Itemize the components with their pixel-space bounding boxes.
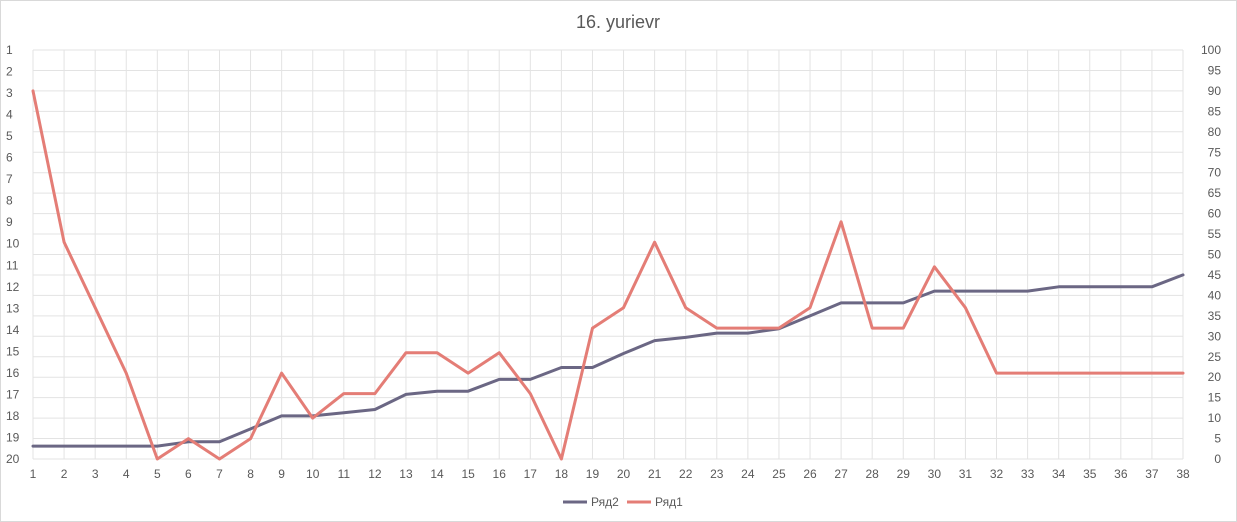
x-axis-tick-label: 34 — [1052, 467, 1066, 481]
right-axis-tick-label: 15 — [1208, 391, 1222, 405]
left-axis-tick-label: 17 — [6, 387, 20, 401]
x-axis-tick-label: 8 — [247, 467, 254, 481]
x-axis-tick-label: 35 — [1083, 467, 1097, 481]
x-axis-tick-label: 24 — [741, 467, 755, 481]
left-axis-tick-label: 3 — [6, 86, 13, 100]
right-axis-tick-label: 55 — [1208, 227, 1222, 241]
left-axis-tick-label: 14 — [6, 323, 20, 337]
x-axis-tick-label: 10 — [306, 467, 320, 481]
left-axis-tick-label: 12 — [6, 280, 20, 294]
right-axis-tick-label: 70 — [1208, 166, 1222, 180]
x-axis-tick-label: 19 — [586, 467, 600, 481]
left-axis-tick-label: 15 — [6, 344, 20, 358]
x-axis-tick-label: 13 — [399, 467, 413, 481]
left-axis-tick-label: 19 — [6, 430, 20, 444]
legend-label-1: Ряд2 — [591, 495, 619, 509]
x-axis-tick-label: 26 — [803, 467, 817, 481]
x-axis-tick-label: 14 — [430, 467, 444, 481]
x-axis-tick-label: 37 — [1145, 467, 1159, 481]
x-axis-tick-label: 15 — [461, 467, 475, 481]
x-axis-tick-label: 33 — [1021, 467, 1035, 481]
right-axis-tick-label: 95 — [1208, 63, 1222, 77]
right-axis-tick-label: 0 — [1214, 452, 1221, 466]
x-axis-tick-label: 17 — [524, 467, 538, 481]
right-axis-tick-label: 90 — [1208, 84, 1222, 98]
legend-label-2: Ряд1 — [655, 495, 683, 509]
x-axis-tick-label: 11 — [338, 467, 351, 481]
chart-title: 16. yurievr — [576, 12, 660, 32]
right-axis-tick-label: 50 — [1208, 248, 1222, 262]
left-axis-tick-label: 6 — [6, 151, 13, 165]
x-axis-ticks: 1 2 3 4 5 6 7 8 9 10 11 12 13 14 15 16 17 18 19 20 21 22 23 24 2… — [30, 467, 1190, 481]
series-line-2 — [31, 89, 1185, 461]
x-axis-tick-label: 5 — [154, 467, 161, 481]
right-axis-tick-label: 75 — [1208, 145, 1222, 159]
left-axis-tick-label: 8 — [6, 194, 13, 208]
left-axis-tick-label: 10 — [6, 237, 20, 251]
right-axis-tick-label: 40 — [1208, 288, 1222, 302]
series-line-1 — [31, 273, 1185, 448]
x-axis-tick-label: 3 — [92, 467, 99, 481]
right-axis-tick-label: 85 — [1208, 104, 1222, 118]
left-axis-tick-label: 1 — [6, 43, 13, 57]
x-axis-tick-label: 18 — [555, 467, 569, 481]
right-axis-tick-label: 100 — [1201, 43, 1221, 57]
right-axis-tick-label: 60 — [1208, 207, 1222, 221]
x-axis-tick-label: 31 — [959, 467, 973, 481]
x-axis-tick-label: 36 — [1114, 467, 1128, 481]
right-axis-tick-label: 30 — [1208, 329, 1222, 343]
x-axis-tick-label: 20 — [617, 467, 631, 481]
x-axis-tick-label: 28 — [866, 467, 880, 481]
left-axis-tick-label: 2 — [6, 65, 13, 79]
x-axis-tick-label: 6 — [185, 467, 192, 481]
x-axis-tick-label: 22 — [679, 467, 693, 481]
right-axis-tick-label: 25 — [1208, 350, 1222, 364]
left-axis-tick-label: 13 — [6, 301, 20, 315]
x-axis-tick-label: 12 — [368, 467, 382, 481]
x-axis-tick-label: 23 — [710, 467, 724, 481]
left-axis-tick-label: 20 — [6, 452, 20, 466]
x-axis-tick-label: 21 — [648, 467, 662, 481]
legend: Ряд2 Ряд1 — [563, 495, 683, 509]
x-axis-tick-label: 32 — [990, 467, 1004, 481]
right-axis-tick-label: 5 — [1214, 432, 1221, 446]
x-axis-tick-label: 9 — [278, 467, 285, 481]
grid-lines — [32, 49, 1184, 460]
x-axis-tick-label: 30 — [928, 467, 942, 481]
x-axis-tick-label: 16 — [493, 467, 507, 481]
left-axis-tick-label: 16 — [6, 366, 20, 380]
left-axis-tick-label: 18 — [6, 409, 20, 423]
x-axis-tick-label: 7 — [216, 467, 223, 481]
x-axis-tick-label: 38 — [1176, 467, 1190, 481]
right-axis-tick-label: 80 — [1208, 125, 1222, 139]
right-axis-tick-label: 45 — [1208, 268, 1222, 282]
left-axis-tick-label: 11 — [6, 258, 19, 272]
x-axis-tick-label: 2 — [61, 467, 68, 481]
right-axis-tick-label: 20 — [1208, 370, 1222, 384]
x-axis-tick-label: 25 — [772, 467, 786, 481]
right-axis-ticks: 0 5 10 15 20 25 30 35 40 45 50 55 60 65 70 75 80 85 90 95 10… — [1201, 43, 1221, 466]
left-axis-tick-label: 4 — [6, 108, 13, 122]
x-axis-tick-label: 1 — [30, 467, 37, 481]
x-axis-tick-label: 4 — [123, 467, 130, 481]
left-axis-tick-label: 7 — [6, 172, 13, 186]
x-axis-tick-label: 29 — [897, 467, 911, 481]
right-axis-tick-label: 10 — [1208, 411, 1222, 425]
series-lines — [31, 89, 1185, 461]
left-axis-tick-label: 5 — [6, 129, 13, 143]
right-axis-tick-label: 35 — [1208, 309, 1222, 323]
right-axis-tick-label: 65 — [1208, 186, 1222, 200]
left-axis-tick-label: 9 — [6, 215, 13, 229]
x-axis-tick-label: 27 — [834, 467, 848, 481]
